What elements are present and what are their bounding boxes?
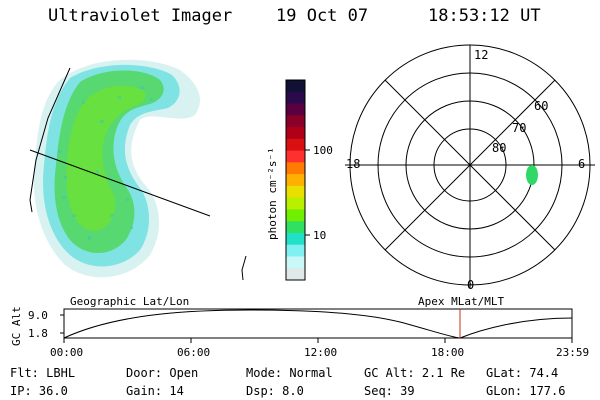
colorbar-tick-100: 100 bbox=[313, 144, 333, 157]
mlt-label-6: 6 bbox=[578, 157, 585, 171]
param-gain: Gain: 14 bbox=[126, 384, 184, 398]
limb-fragment bbox=[241, 255, 247, 281]
colorbar-swatch bbox=[286, 80, 305, 93]
colorbar-swatch bbox=[286, 209, 305, 222]
aurora-speckle bbox=[58, 86, 153, 240]
lat-label-70: 70 bbox=[512, 121, 526, 135]
mlt-label-18: 18 bbox=[346, 157, 360, 171]
mlt-label-0: 0 bbox=[467, 278, 474, 292]
altitude-ytick-9: 9.0 bbox=[28, 309, 48, 322]
colorbar-swatch bbox=[286, 91, 305, 105]
param-gc-alt: GC Alt: 2.1 Re bbox=[364, 366, 466, 380]
lat-label-60: 60 bbox=[534, 99, 548, 113]
param-seq: Seq: 39 bbox=[364, 384, 415, 398]
xtick-2359: 23:59 bbox=[556, 346, 589, 359]
param-dsp: Dsp: 8.0 bbox=[246, 384, 304, 398]
altitude-right-title: Apex MLat/MLT bbox=[418, 295, 504, 308]
colorbar-label: photon cm⁻²s⁻¹ bbox=[266, 147, 279, 240]
param-ip: IP: 36.0 bbox=[10, 384, 68, 398]
mlt-label-12: 12 bbox=[474, 48, 488, 62]
param-door: Door: Open bbox=[126, 366, 199, 380]
param-mode: Mode: Normal bbox=[246, 366, 333, 380]
colorbar-swatch bbox=[286, 138, 305, 152]
colorbar-swatch bbox=[286, 174, 305, 187]
colorbar-swatch bbox=[286, 232, 305, 246]
colorbar-swatch bbox=[286, 268, 305, 281]
earth-limb-line bbox=[29, 67, 71, 213]
colorbar-swatch bbox=[286, 115, 305, 128]
param-glon: GLon: 177.6 bbox=[486, 384, 566, 398]
image-time: 18:53:12 UT bbox=[428, 6, 541, 26]
colorbar-swatch bbox=[286, 256, 305, 269]
color-bar: 100 10 photon cm⁻²s⁻¹ bbox=[266, 79, 333, 281]
colorbar-tick-10: 10 bbox=[313, 229, 326, 242]
altitude-ytick-1-8: 1.8 bbox=[28, 327, 48, 340]
colorbar-swatch bbox=[286, 221, 305, 234]
colorbar-swatch bbox=[286, 103, 305, 116]
uv-image-panel bbox=[29, 59, 247, 281]
xtick-0000: 00:00 bbox=[50, 346, 83, 359]
altitude-curve bbox=[63, 309, 573, 339]
colorbar-swatch bbox=[286, 162, 305, 175]
terminator-line bbox=[29, 149, 211, 217]
lat-label-80: 80 bbox=[492, 141, 506, 155]
param-flt: Flt: LBHL bbox=[10, 366, 76, 380]
altitude-plot bbox=[60, 308, 573, 343]
colorbar-swatch bbox=[286, 185, 305, 199]
altitude-ylabel: GC Alt bbox=[10, 306, 23, 346]
colorbar-swatch bbox=[286, 197, 305, 210]
colorbar-swatch bbox=[286, 244, 305, 257]
image-title: Ultraviolet Imager bbox=[48, 6, 233, 26]
colorbar-swatch bbox=[286, 150, 305, 163]
xtick-0600: 06:00 bbox=[177, 346, 210, 359]
altitude-left-title: Geographic Lat/Lon bbox=[70, 295, 189, 308]
xtick-1800: 18:00 bbox=[431, 346, 464, 359]
param-glat: GLat: 74.4 bbox=[486, 366, 559, 380]
xtick-1200: 12:00 bbox=[304, 346, 337, 359]
aurora-bright-core bbox=[66, 85, 146, 231]
polar-aurora-spot bbox=[526, 165, 538, 185]
polar-plot bbox=[345, 44, 595, 288]
colorbar-swatch bbox=[286, 127, 305, 140]
image-date: 19 Oct 07 bbox=[276, 6, 369, 26]
